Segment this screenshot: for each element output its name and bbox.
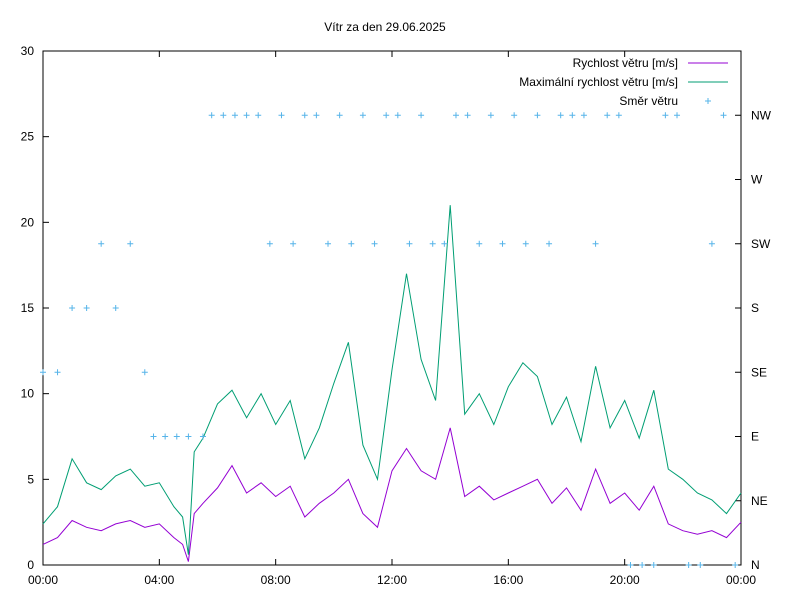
y-tick-label: 30 <box>21 44 35 58</box>
direction-point <box>615 112 622 119</box>
y2-tick-label: SE <box>751 365 767 379</box>
direction-point <box>604 112 611 119</box>
x-tick-label: 00:00 <box>726 573 756 587</box>
series-layer <box>40 112 742 568</box>
direction-point <box>359 112 366 119</box>
y2-tick-label: W <box>751 173 763 187</box>
direction-point <box>83 305 90 311</box>
y-tick-label: 5 <box>27 472 34 486</box>
x-tick-label: 00:00 <box>28 573 58 587</box>
x-axis: 00:00 04:00 08:00 12:00 16:00 20:00 00:00 <box>28 51 756 587</box>
direction-point <box>141 369 148 376</box>
y-tick-label: 25 <box>21 130 35 144</box>
direction-point <box>499 240 506 247</box>
direction-point <box>708 240 715 247</box>
direction-point <box>627 562 634 568</box>
direction-point <box>511 112 518 119</box>
direction-point <box>674 112 681 119</box>
direction-point <box>150 433 157 440</box>
direction-point <box>243 112 250 119</box>
x-tick-label: 12:00 <box>377 573 407 587</box>
y2-tick-label: NW <box>751 108 772 122</box>
direction-point <box>441 240 448 247</box>
direction-point <box>231 112 238 119</box>
direction-point <box>336 112 343 119</box>
direction-point <box>40 369 46 376</box>
legend-label-speed: Rychlost větru [m/s] <box>573 56 678 70</box>
direction-point <box>557 112 564 119</box>
y-tick-label: 15 <box>21 301 35 315</box>
y2-tick-label: E <box>751 430 759 444</box>
direction-point <box>394 112 401 119</box>
x-tick-label: 08:00 <box>261 573 291 587</box>
direction-point <box>534 112 541 119</box>
chart-title: Vítr za den 29.06.2025 <box>324 20 446 34</box>
series-line-speed <box>42 427 742 562</box>
x-tick-label: 20:00 <box>610 573 640 587</box>
direction-point <box>732 562 739 568</box>
direction-point <box>220 112 227 119</box>
y2-tick-label: S <box>751 301 759 315</box>
direction-point <box>278 112 285 119</box>
direction-point <box>266 240 273 247</box>
direction-point <box>301 112 308 119</box>
direction-point <box>371 240 378 247</box>
direction-point <box>418 112 425 119</box>
series-line-gust <box>42 205 742 555</box>
direction-point <box>185 433 192 440</box>
x-tick-label: 16:00 <box>493 573 523 587</box>
direction-point <box>383 112 390 119</box>
direction-point <box>325 240 332 247</box>
direction-point <box>487 112 494 119</box>
direction-point <box>650 562 657 568</box>
direction-point <box>464 112 471 119</box>
y-tick-label: 0 <box>27 558 34 572</box>
direction-point <box>639 562 646 568</box>
direction-point <box>697 562 704 568</box>
direction-point <box>54 369 61 376</box>
x-tick-label: 04:00 <box>144 573 174 587</box>
y2-tick-label: N <box>751 558 760 572</box>
direction-point <box>69 305 76 311</box>
direction-point <box>452 112 459 119</box>
direction-point <box>348 240 355 247</box>
direction-point <box>112 305 119 311</box>
direction-point <box>127 240 134 247</box>
direction-point <box>313 112 320 119</box>
plot-frame <box>42 50 742 566</box>
legend-swatch-direction <box>705 98 711 104</box>
direction-point <box>406 240 413 247</box>
direction-point <box>569 112 576 119</box>
y-tick-label: 10 <box>21 387 35 401</box>
direction-point <box>720 112 727 119</box>
direction-point <box>662 112 669 119</box>
direction-point <box>476 240 483 247</box>
y-tick-label: 20 <box>21 215 35 229</box>
direction-point <box>199 433 206 440</box>
direction-point <box>173 433 180 440</box>
direction-point <box>290 240 297 247</box>
direction-point <box>162 433 169 440</box>
direction-point <box>208 112 215 119</box>
direction-point <box>592 240 599 247</box>
y2-tick-label: SW <box>751 237 771 251</box>
y-axis-left: 0 5 10 15 20 25 30 <box>21 44 49 572</box>
legend: Rychlost větru [m/s] Maximální rychlost … <box>519 56 728 108</box>
direction-point <box>685 562 692 568</box>
direction-point <box>580 112 587 119</box>
direction-point <box>546 240 553 247</box>
legend-label-direction: Směr větru <box>619 94 678 108</box>
y-axis-right: N NE E SE S SW W NW <box>735 108 772 572</box>
direction-point <box>522 240 529 247</box>
direction-point <box>429 240 436 247</box>
y2-tick-label: NE <box>751 494 768 508</box>
direction-point <box>98 240 105 247</box>
legend-label-gust: Maximální rychlost větru [m/s] <box>519 75 678 89</box>
direction-point <box>255 112 262 119</box>
